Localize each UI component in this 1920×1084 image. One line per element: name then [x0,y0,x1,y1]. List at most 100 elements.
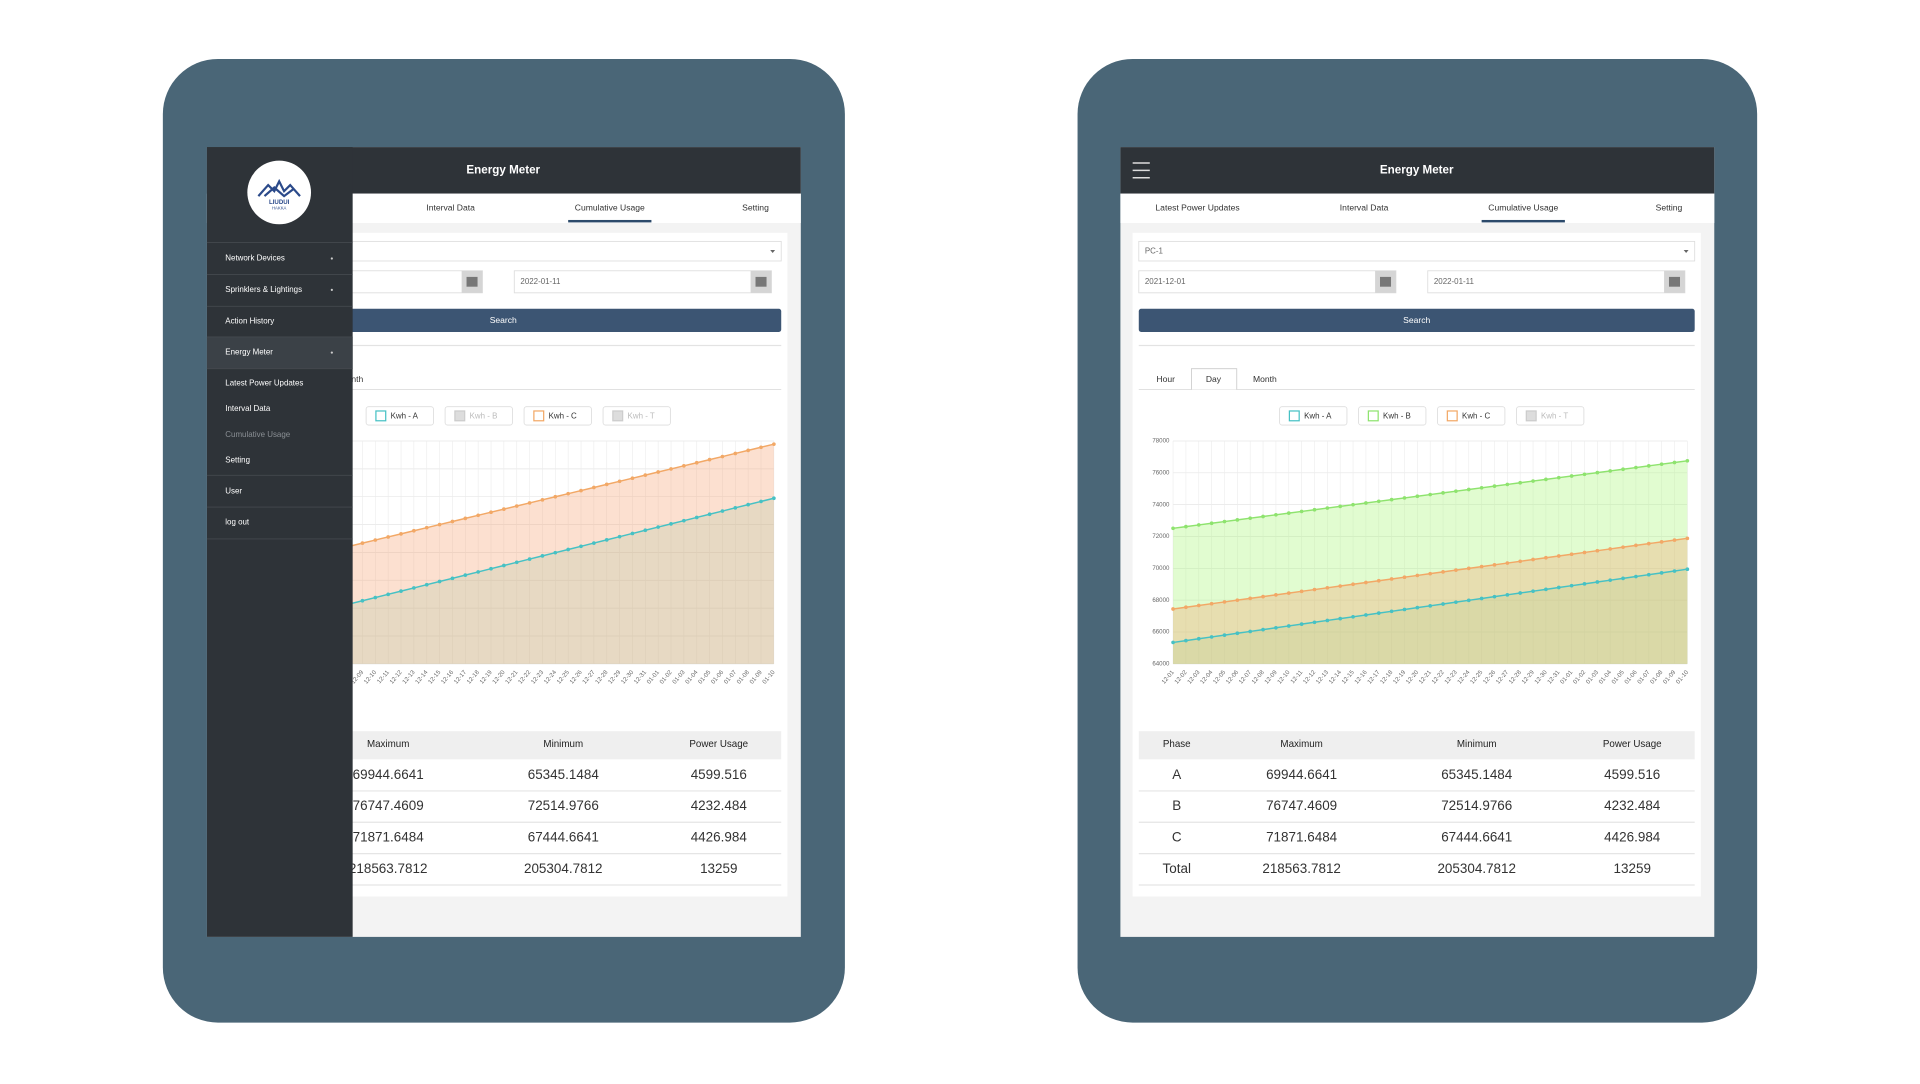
table-header-cell: Phase [1163,739,1191,750]
data-point [617,534,622,539]
submenu-item[interactable]: Latest Power Updates [225,379,303,388]
data-point [1338,584,1343,588]
chart-tab[interactable]: Hour [1156,374,1175,384]
table-cell: 4232.484 [1604,798,1661,813]
device-select[interactable] [1138,240,1696,262]
data-point [1274,625,1278,630]
data-point [412,528,416,533]
data-point [1286,624,1291,628]
date-value: 2022-01-11 [520,277,561,286]
data-point [1441,570,1445,574]
table-header-cell: Maximum [1280,739,1322,750]
data-point [1196,603,1201,608]
logo-mark [257,178,301,198]
data-point [540,498,545,502]
y-tick-label: 78000 [1152,438,1170,445]
data-point [746,502,750,507]
table-cell: 76747.4609 [1266,798,1337,813]
data-point [373,538,378,542]
legend-label: Kwh - A [391,412,419,421]
table-cell: 218563.7812 [1262,861,1341,876]
nav-tab[interactable]: Setting [1656,203,1683,213]
table-header-cell: Minimum [1457,739,1497,750]
table-cell: 69944.6641 [353,767,424,782]
data-point [566,547,570,552]
legend-swatch [454,410,466,422]
data-point [630,531,635,536]
legend-label: Kwh - C [1462,412,1490,421]
sidebar [206,147,353,937]
data-point [1544,555,1548,560]
data-point [1608,547,1613,551]
table-header-cell: Maximum [367,739,409,750]
data-point [1595,580,1600,584]
data-point [1364,580,1368,585]
data-point [1325,506,1330,510]
tablet-screen: Energy Meter Latest Power Updates Interval… [1120,147,1715,937]
legend-label: Kwh - T [628,412,655,421]
data-point [682,518,686,523]
chart-tab[interactable]: Day [1206,374,1222,384]
nav-tab[interactable]: Setting [742,203,769,213]
nav-tab[interactable]: Interval Data [426,203,475,213]
data-point [1235,518,1240,522]
menu-item[interactable]: Action History [225,316,274,325]
data-point [1454,489,1458,494]
header-bar [1120,147,1715,194]
data-point [759,499,763,504]
data-point [1261,627,1265,632]
data-point [669,467,673,471]
data-point [1415,573,1420,578]
search-button[interactable] [225,308,782,332]
nav-tab[interactable]: Latest Power Updates [1155,203,1239,213]
data-point [1235,598,1240,602]
data-point [1312,587,1317,592]
menu-item[interactable]: User [225,486,242,495]
nav-tab[interactable]: Interval Data [1340,203,1389,213]
table-cell: 4426.984 [1604,830,1661,845]
data-point [1209,521,1214,526]
data-point [1659,571,1664,575]
nav-tab[interactable]: Cumulative Usage [575,203,645,213]
menu-item[interactable]: Network Devices [225,254,285,263]
data-point [1556,475,1561,480]
table-cell: A [1172,767,1181,782]
submenu-item[interactable]: Cumulative Usage [225,430,290,439]
data-point [1685,458,1690,463]
data-point [373,595,378,600]
table-cell: 65345.1484 [1441,767,1513,782]
table-cell: 4599.516 [691,767,747,782]
data-point [1621,467,1625,472]
data-point [1518,480,1523,485]
data-point [399,532,403,536]
menu-item[interactable]: Sprinklers & Lightings [225,285,302,294]
data-point [424,582,429,587]
table-cell: 71871.6484 [353,830,425,845]
data-point [1466,598,1471,603]
area [259,444,774,664]
data-point [527,557,532,561]
table-header-cell: Power Usage [689,739,748,750]
legend-swatch [1288,410,1300,422]
nav-tab[interactable]: Cumulative Usage [1488,203,1558,213]
data-point [1595,470,1600,475]
data-point [424,525,429,530]
data-point [386,592,390,597]
tablet-screen: Energy Meter Latest Power Updates Interval… [206,147,801,937]
search-button[interactable] [1138,308,1695,332]
data-point [1376,611,1381,615]
data-point [437,579,442,584]
legend-swatch [1446,410,1458,422]
data-point [1531,479,1535,483]
table-cell: 72514.9766 [1441,798,1512,813]
legend-label: Kwh - T [1541,412,1568,421]
chart-tab[interactable]: Month [1253,374,1277,384]
data-point [579,488,583,493]
menu-item[interactable]: log out [225,518,250,527]
data-point [1544,477,1548,482]
menu-item[interactable]: Energy Meter [225,348,273,357]
submenu-item[interactable]: Interval Data [225,404,271,413]
data-point [1492,484,1497,488]
submenu-item[interactable]: Setting [225,456,250,465]
